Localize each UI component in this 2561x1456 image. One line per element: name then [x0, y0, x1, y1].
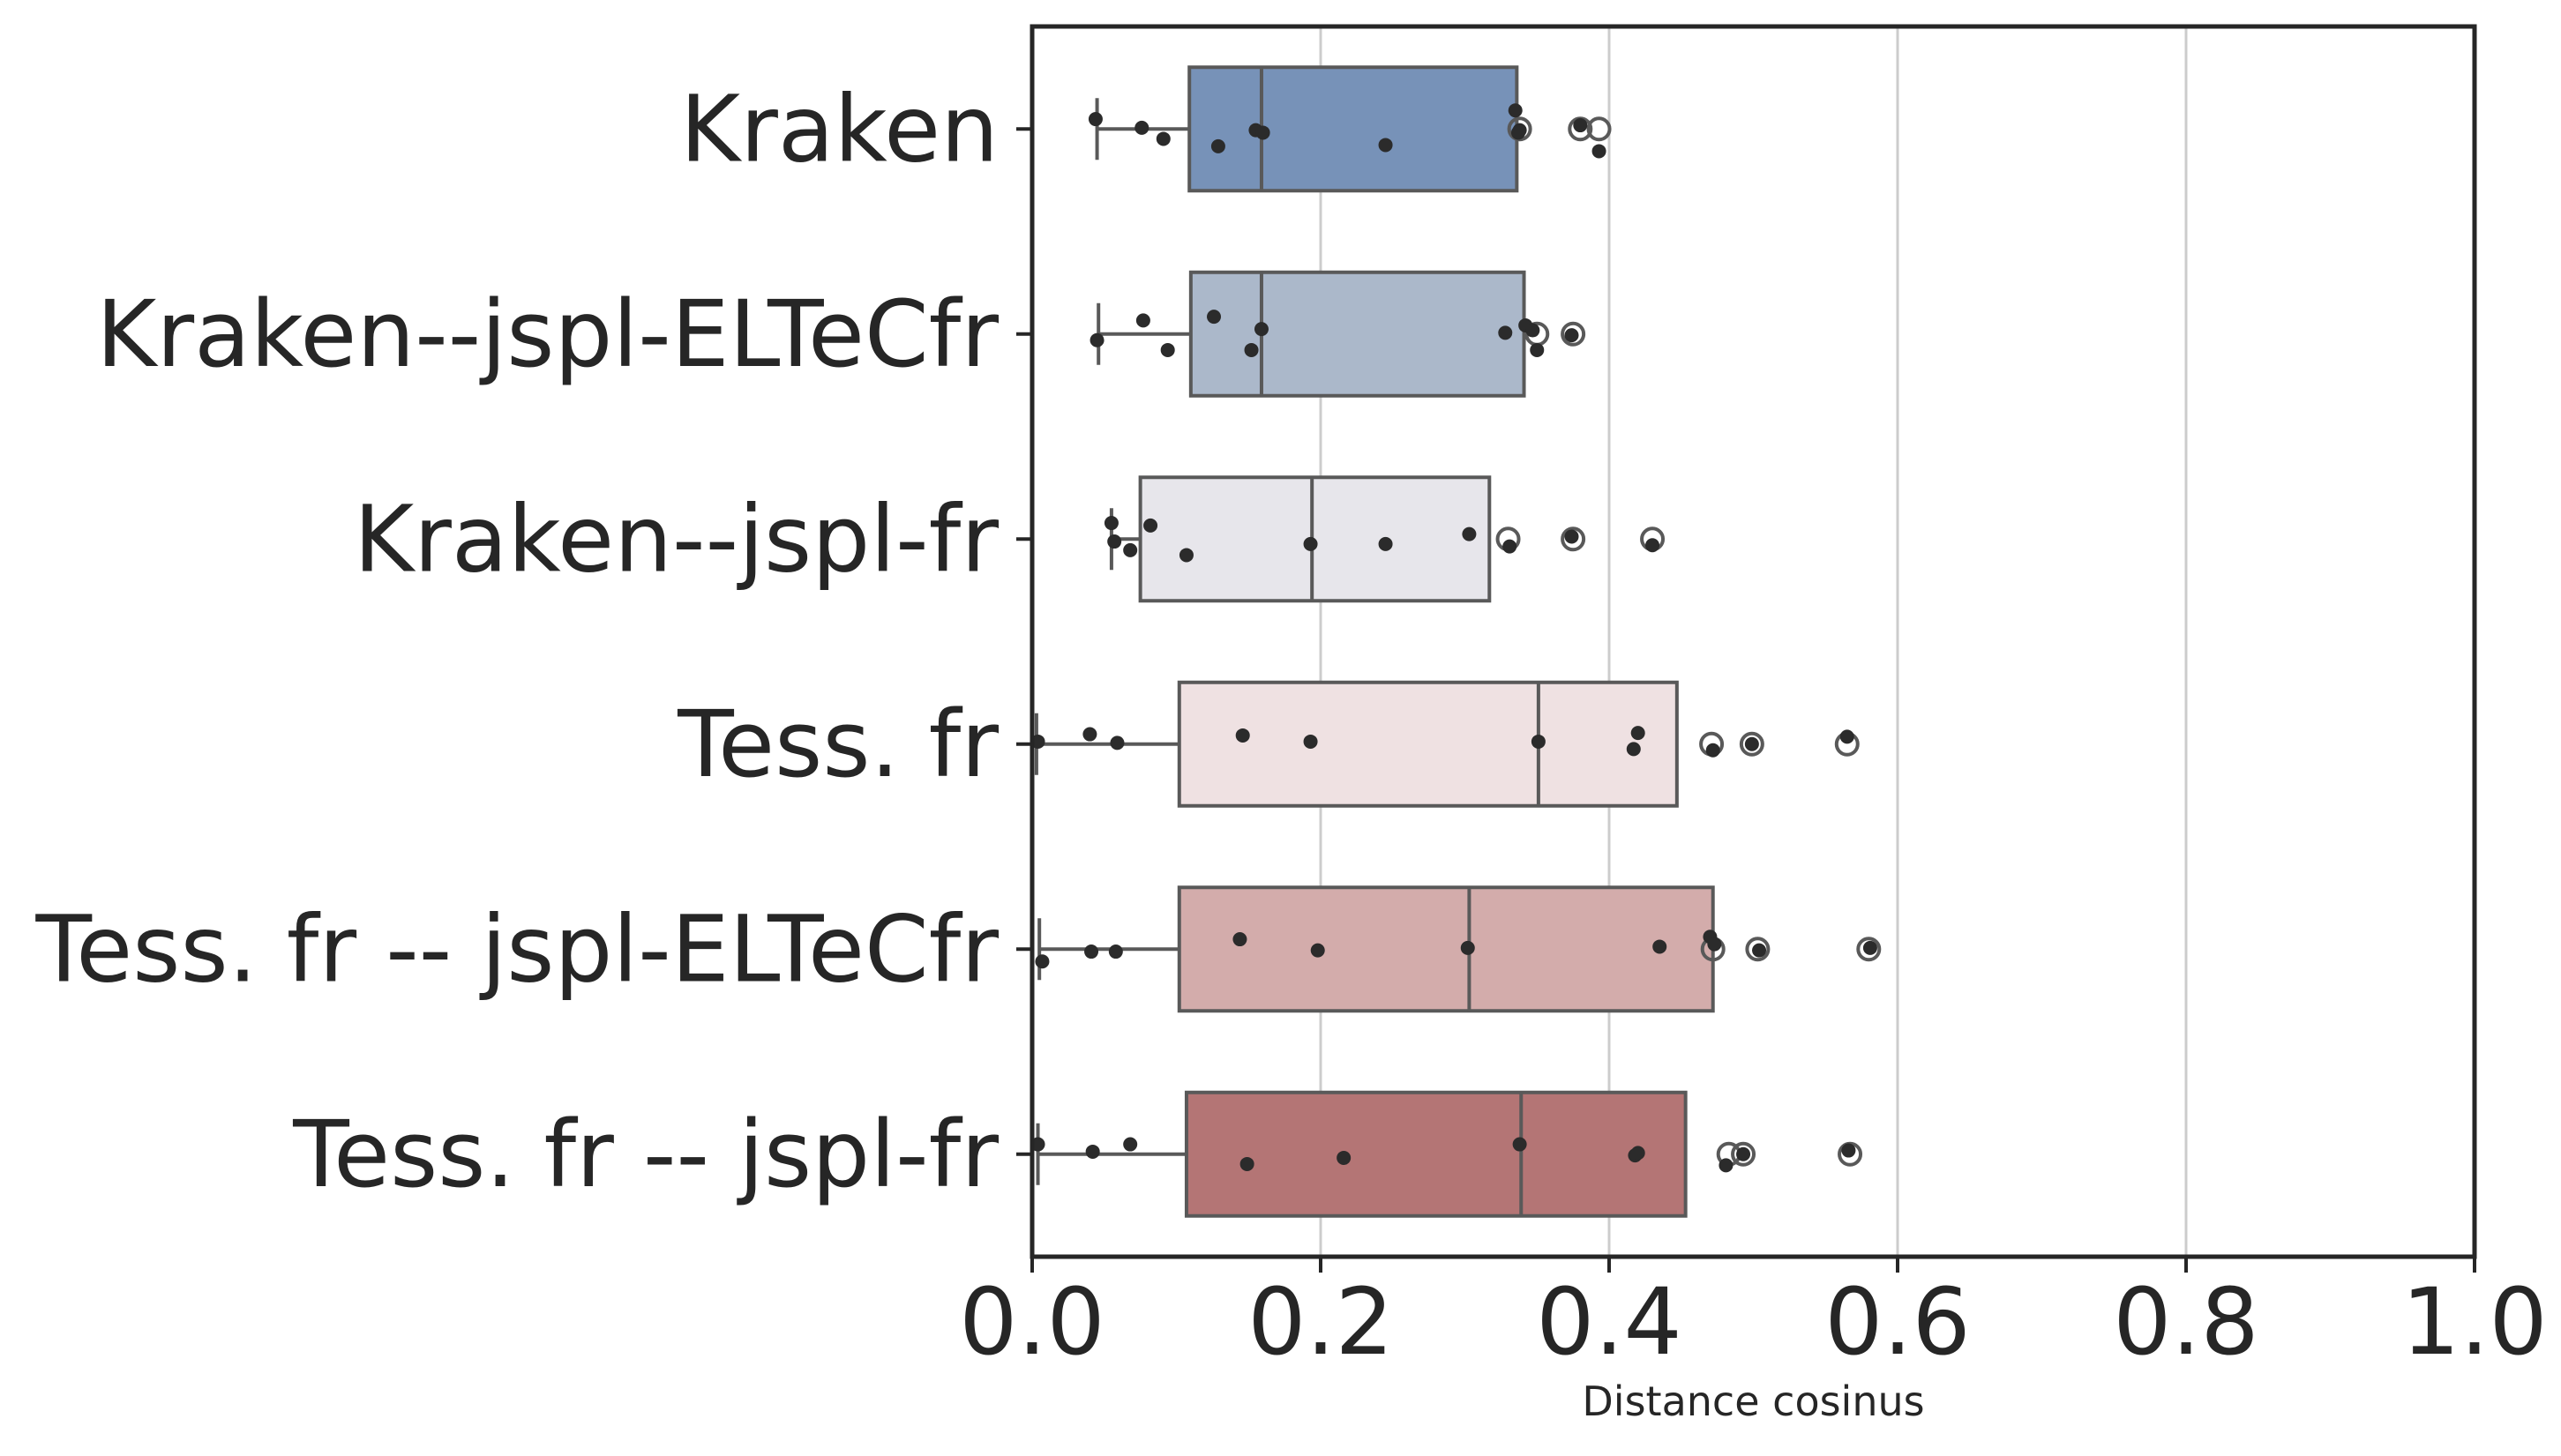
data-point: [1110, 735, 1125, 750]
data-point: [1630, 1146, 1645, 1161]
data-point: [1839, 729, 1854, 744]
iqr-box: [1187, 65, 1519, 193]
data-point: [1084, 945, 1099, 959]
data-point: [1512, 123, 1527, 138]
data-point: [1630, 726, 1645, 741]
outlier-marker: [1561, 526, 1586, 552]
data-point: [1082, 727, 1097, 742]
x-tick-label: 0.6: [1824, 1268, 1970, 1376]
data-point: [1090, 332, 1105, 347]
data-point: [1626, 742, 1641, 757]
data-point: [1254, 322, 1269, 337]
data-point: [1705, 743, 1720, 758]
category-label: Kraken--jspl-ELTeCfr: [96, 280, 999, 388]
x-axis-title: Distance cosinus: [1582, 1378, 1924, 1425]
data-point: [1085, 1144, 1100, 1159]
grid-lines: [1319, 26, 2188, 1257]
data-point: [1107, 534, 1122, 549]
category-label: Kraken--jspl-fr: [354, 485, 999, 593]
data-point: [1531, 734, 1546, 749]
data-point: [1143, 518, 1158, 533]
data-point: [1123, 1137, 1138, 1152]
data-point: [1134, 120, 1149, 135]
iqr-box: [1177, 885, 1715, 1013]
data-point: [1645, 538, 1660, 553]
data-point: [1160, 342, 1175, 357]
data-point: [1502, 539, 1517, 554]
data-point: [1035, 954, 1050, 969]
data-point: [1498, 325, 1513, 340]
x-tick-label: 0.0: [959, 1268, 1105, 1376]
x-tick-label: 0.4: [1536, 1268, 1681, 1376]
box-plot-1: [1095, 65, 1612, 193]
x-ticks: 0.0 0.2 0.4 0.6 0.8 1.0: [959, 1257, 2548, 1376]
data-point: [1239, 1156, 1254, 1171]
data-point: [1378, 138, 1393, 153]
iqr-box: [1184, 1090, 1688, 1218]
data-point: [1564, 529, 1579, 544]
data-point: [1156, 131, 1171, 146]
plot-frame: [1030, 24, 2477, 1259]
data-point: [1591, 144, 1606, 159]
data-point: [1337, 1150, 1352, 1165]
data-point: [1135, 313, 1150, 328]
data-point: [1736, 1146, 1751, 1161]
data-point: [1232, 932, 1247, 947]
x-tick-label: 0.8: [2113, 1268, 2258, 1376]
data-points: [1030, 103, 1877, 1173]
iqr-box: [1188, 270, 1526, 398]
x-tick-label: 1.0: [2401, 1268, 2547, 1376]
iqr-box: [1177, 680, 1679, 808]
data-point: [1303, 536, 1318, 551]
data-point: [1460, 940, 1475, 955]
data-point: [1462, 526, 1477, 541]
data-point: [1512, 1137, 1527, 1152]
outlier-marker: [1745, 937, 1771, 962]
category-label: Tess. fr: [677, 691, 999, 798]
data-point: [1530, 342, 1545, 357]
data-point: [1244, 342, 1259, 357]
data-point: [1862, 940, 1877, 955]
data-point: [1303, 734, 1318, 749]
data-point: [1564, 328, 1579, 343]
box-plot-4: [1034, 680, 1860, 808]
category-label: Kraken: [680, 75, 999, 183]
data-point: [1210, 138, 1225, 153]
outlier-marker: [1739, 731, 1764, 757]
data-point: [1719, 1158, 1734, 1173]
outlier-marker: [1731, 1141, 1756, 1167]
data-point: [1841, 1143, 1856, 1158]
data-point: [1123, 542, 1138, 557]
category-label: Tess. fr -- jspl-ELTeCfr: [34, 895, 999, 1003]
data-point: [1179, 548, 1194, 563]
data-point: [1378, 536, 1393, 551]
data-point: [1508, 103, 1523, 118]
outlier-marker: [1561, 321, 1586, 347]
data-point: [1310, 943, 1325, 958]
outlier-marker: [1586, 116, 1612, 142]
data-point: [1108, 945, 1123, 959]
data-point: [1255, 125, 1270, 140]
data-point: [1752, 943, 1767, 958]
box-plot-6: [1036, 1090, 1863, 1218]
data-point: [1030, 734, 1045, 749]
category-label: Tess. fr -- jspl-fr: [292, 1101, 999, 1208]
data-point: [1235, 728, 1250, 743]
outlier-marker: [1856, 937, 1882, 962]
data-point: [1104, 516, 1119, 531]
data-point: [1573, 118, 1588, 133]
data-point: [1207, 310, 1222, 325]
data-point: [1652, 939, 1667, 954]
data-point: [1744, 736, 1759, 751]
data-point: [1088, 112, 1103, 127]
data-point: [1707, 937, 1722, 952]
category-labels: Kraken Kraken--jspl-ELTeCfr Kraken--jspl-f…: [34, 75, 1032, 1208]
x-tick-label: 0.2: [1247, 1268, 1393, 1376]
data-point: [1030, 1137, 1045, 1152]
box-plots: [1034, 65, 1882, 1218]
data-point: [1525, 323, 1540, 338]
